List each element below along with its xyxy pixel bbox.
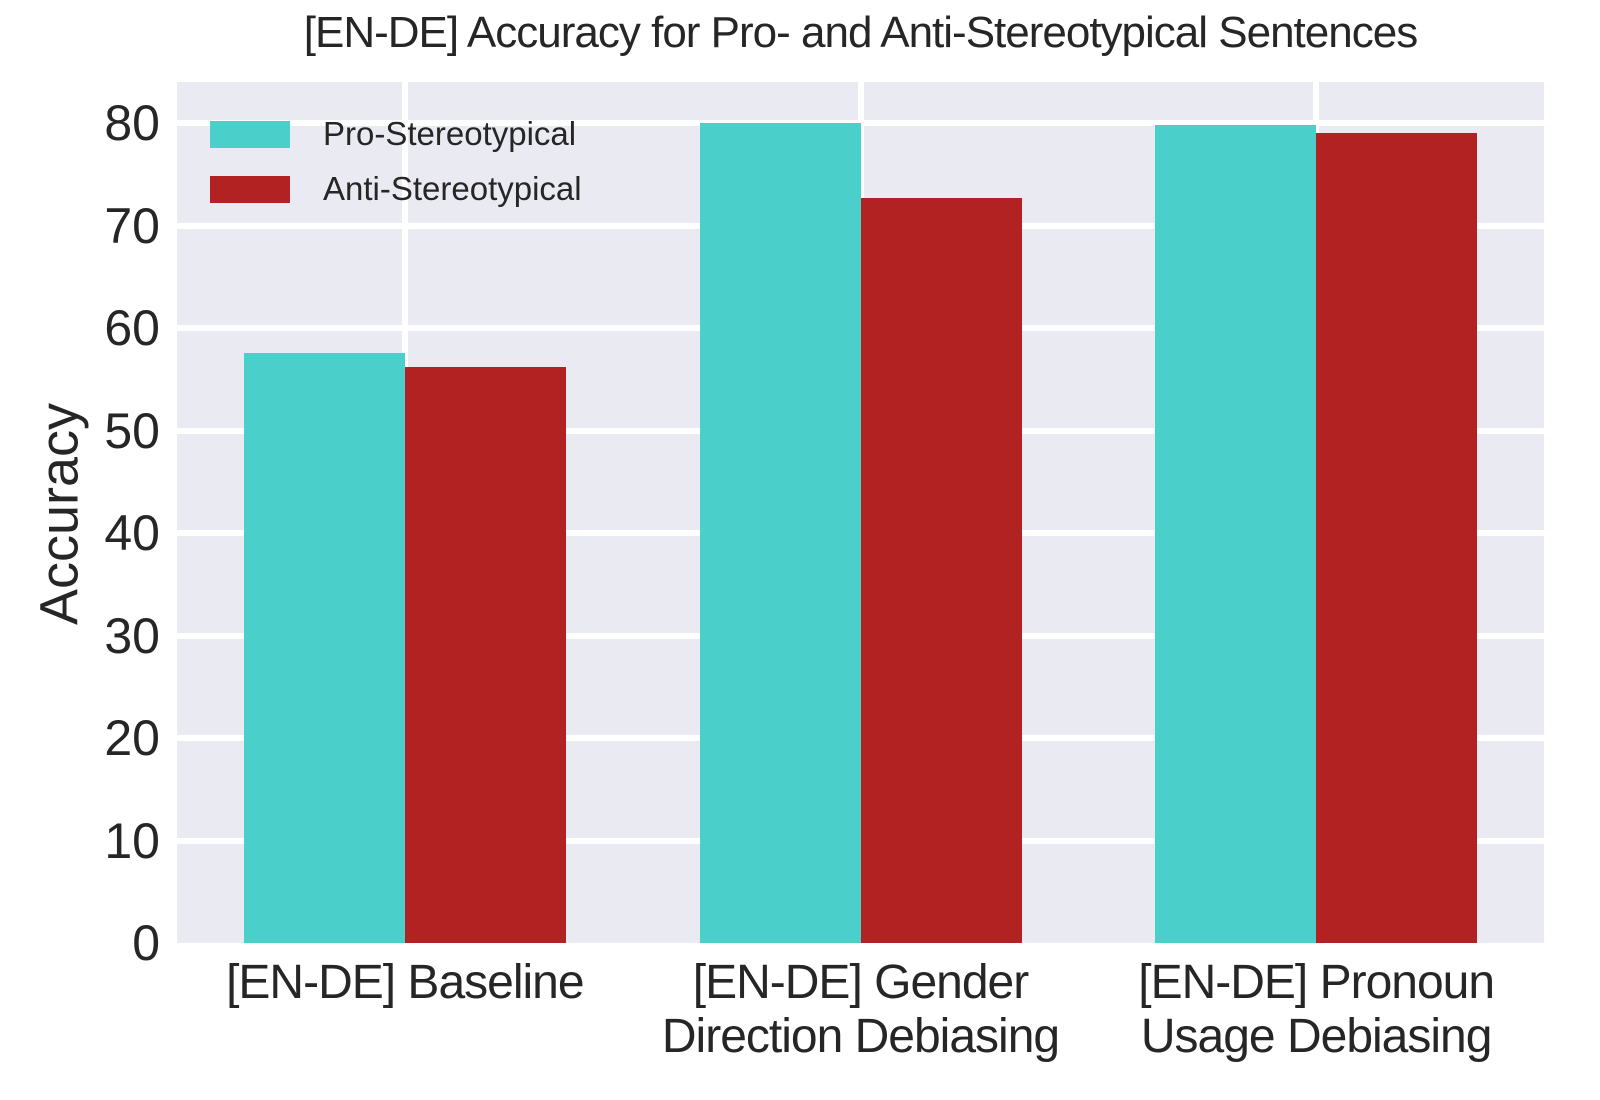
x-tick-label-1: [EN-DE] Gender Direction Debiasing [551, 956, 1171, 1064]
bar-pro-stereotypical-0 [243, 352, 405, 943]
bar-anti-stereotypical-1 [860, 197, 1022, 943]
y-tick-label-80: 80 [104, 95, 160, 151]
y-tick-label-60: 60 [104, 300, 160, 356]
bar-pro-stereotypical-2 [1155, 125, 1317, 943]
bar-anti-stereotypical-2 [1316, 133, 1478, 943]
chart-title: [EN-DE] Accuracy for Pro- and Anti-Stere… [303, 8, 1418, 57]
legend-label: Anti-Stereotypical [323, 170, 582, 207]
plot-area: Pro-Stereotypical Anti-Stereotypical [177, 82, 1544, 943]
y-tick-label-10: 10 [104, 812, 160, 869]
y-tick-label-40: 40 [104, 505, 160, 561]
legend-swatch-anti-stereotypical [210, 175, 290, 203]
legend-item-anti-stereotypical: Anti-Stereotypical [210, 170, 582, 208]
bar-anti-stereotypical-0 [404, 366, 566, 943]
x-tick-label-line: [EN-DE] Baseline [226, 956, 584, 1009]
bar-pro-stereotypical-1 [699, 123, 861, 943]
legend: Pro-Stereotypical Anti-Stereotypical [210, 115, 582, 208]
legend-item-pro-stereotypical: Pro-Stereotypical [210, 115, 582, 153]
x-tick-label-2: [EN-DE] Pronoun Usage Debiasing [1006, 956, 1600, 1064]
x-tick-label-line: Direction Debiasing [661, 1010, 1060, 1064]
legend-swatch-pro-stereotypical [210, 120, 290, 148]
y-tick-label-0: 0 [132, 915, 160, 971]
x-tick-label-line: [EN-DE] Pronoun [1138, 956, 1495, 1009]
x-tick-label-line: [EN-DE] Gender [692, 956, 1029, 1009]
y-tick-label-30: 30 [104, 607, 160, 664]
y-tick-label-50: 50 [104, 402, 160, 459]
y-tick-label-20: 20 [104, 710, 160, 766]
legend-label: Pro-Stereotypical [323, 115, 577, 152]
x-tick-label-line: Usage Debiasing [1140, 1010, 1493, 1064]
x-tick-label-0: [EN-DE] Baseline [95, 956, 715, 1010]
y-tick-label-70: 70 [104, 197, 160, 254]
